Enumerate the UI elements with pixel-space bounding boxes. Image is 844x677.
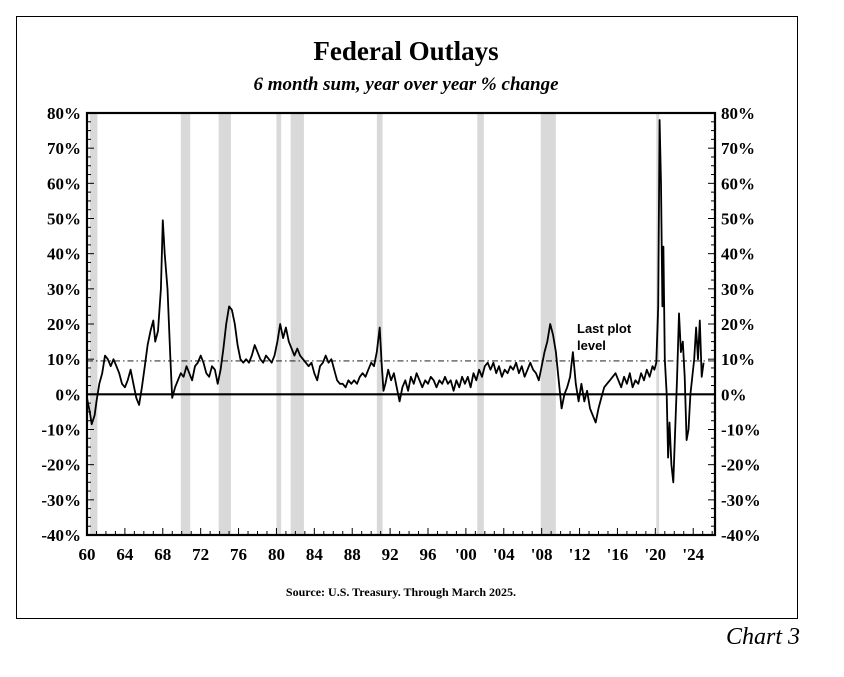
y-tick-label-right: 0% [721, 385, 747, 404]
y-tick-label-right: 40% [721, 245, 755, 264]
recession-band [290, 113, 304, 535]
axes: 80% 80% 70% 70% 60% 60% 50% 50% 40% 40% 30% 30% 20% 2… [41, 104, 760, 564]
recession-band [276, 113, 282, 535]
y-tick-label-right: 50% [721, 210, 755, 229]
y-tick-label-right: -20% [721, 456, 761, 475]
y-tick-label-left: 40% [47, 245, 81, 264]
y-tick-label-right: -30% [721, 491, 761, 510]
x-tick-label: 72 [192, 545, 209, 564]
x-tick-label: '04 [493, 545, 515, 564]
series-line [86, 119, 705, 484]
chart-source: Source: U.S. Treasury. Through March 202… [286, 585, 516, 599]
x-tick-label: 88 [344, 545, 361, 564]
x-tick-label: 68 [154, 545, 171, 564]
annotation: Last plot level [577, 321, 632, 353]
y-tick-label-right: 20% [721, 315, 755, 334]
y-tick-label-right: 70% [721, 139, 755, 158]
chart-title: Federal Outlays [313, 36, 498, 66]
recession-band [477, 113, 484, 535]
x-tick-label: '20 [644, 545, 666, 564]
chart-number-label: Chart 3 [725, 624, 800, 650]
y-tick-label-left: 0% [56, 385, 82, 404]
recession-band [218, 113, 231, 535]
x-tick-label: '00 [455, 545, 477, 564]
annotation-text: level [577, 338, 606, 353]
y-tick-label-left: -30% [41, 491, 81, 510]
y-tick-label-left: -20% [41, 456, 81, 475]
y-tick-label-left: 10% [47, 350, 81, 369]
y-tick-label-left: 20% [47, 315, 81, 334]
x-tick-label: 64 [116, 545, 134, 564]
y-tick-label-left: 30% [47, 280, 81, 299]
y-tick-label-right: 60% [721, 174, 755, 193]
y-tick-label-left: -10% [41, 421, 81, 440]
x-tick-label: '16 [607, 545, 629, 564]
recession-band [180, 113, 191, 535]
y-tick-label-right: 30% [721, 280, 755, 299]
chart-frame: Federal Outlays 6 month sum, year over y… [16, 16, 798, 619]
y-tick-label-left: -40% [41, 526, 81, 545]
x-tick-label: 96 [419, 545, 436, 564]
x-tick-label: 84 [306, 545, 324, 564]
x-tick-label: 80 [268, 545, 285, 564]
recession-bands [89, 113, 660, 535]
y-tick-label-right: -40% [721, 526, 761, 545]
x-tick-label: 60 [79, 545, 96, 564]
y-tick-label-right: 10% [721, 350, 755, 369]
x-tick-label: 76 [230, 545, 247, 564]
y-tick-label-left: 80% [47, 104, 81, 123]
x-tick-label: 92 [382, 545, 399, 564]
recession-band [540, 113, 556, 535]
y-tick-label-left: 70% [47, 139, 81, 158]
annotation-text: Last plot [577, 321, 632, 336]
recession-band [376, 113, 383, 535]
x-tick-label: '24 [682, 545, 704, 564]
x-tick-label: '08 [531, 545, 553, 564]
chart-subtitle: 6 month sum, year over year % change [253, 74, 559, 95]
y-tick-label-right: 80% [721, 104, 755, 123]
y-tick-label-right: -10% [721, 421, 761, 440]
x-tick-label: '12 [569, 545, 591, 564]
y-tick-label-left: 50% [47, 210, 81, 229]
series-layer [86, 119, 705, 484]
y-tick-label-left: 60% [47, 174, 81, 193]
chart-svg: Federal Outlays 6 month sum, year over y… [41, 36, 760, 599]
